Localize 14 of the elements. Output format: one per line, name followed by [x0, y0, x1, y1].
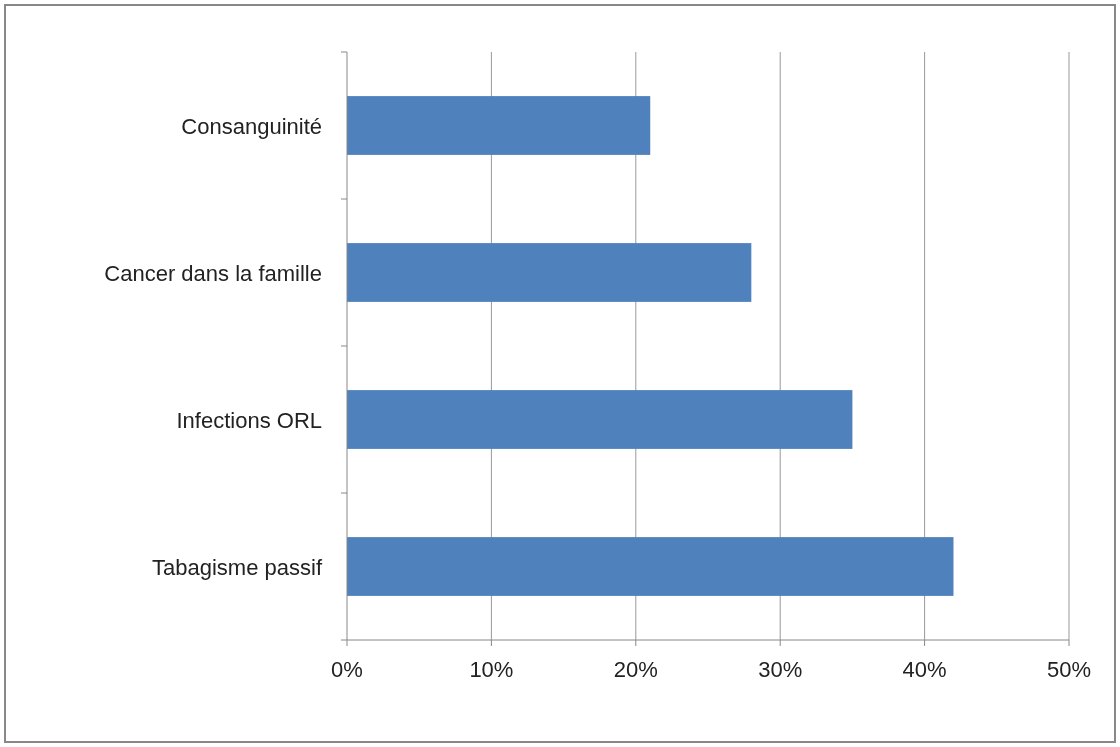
bar — [347, 96, 651, 155]
bar — [347, 537, 954, 596]
x-tick-label: 10% — [469, 657, 514, 682]
bar — [347, 243, 752, 302]
x-tick-label: 50% — [1046, 657, 1092, 682]
x-tick-label: 0% — [331, 657, 363, 682]
bar — [347, 390, 853, 449]
y-tick-label: Tabagisme passif — [152, 554, 323, 580]
x-tick-label: 30% — [758, 657, 803, 682]
x-tick-label: 20% — [613, 657, 658, 682]
y-tick-label: Consanguinité — [181, 113, 322, 139]
y-tick-label: Infections ORL — [176, 407, 322, 433]
x-tick-label: 40% — [902, 657, 947, 682]
y-tick-label: Cancer dans la famille — [104, 260, 322, 286]
